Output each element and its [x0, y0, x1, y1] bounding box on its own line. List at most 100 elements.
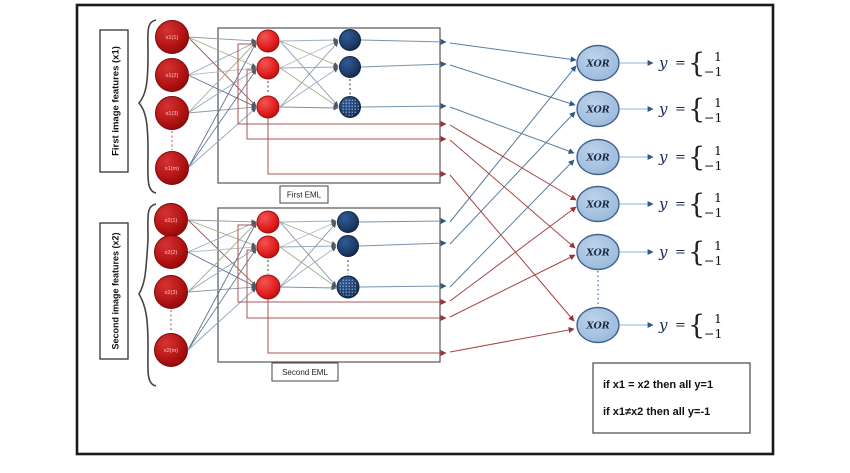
input-node-x1-1-label: x1(1) [166, 35, 179, 41]
formula-y: y [658, 54, 668, 72]
group2-label: Second image features (x2) [111, 232, 121, 349]
formula-bottom: −1 [704, 64, 722, 79]
xor-node-6: XOR [576, 306, 620, 344]
group1-label: First image features (x1) [111, 46, 122, 156]
input-node-x1-2 [155, 58, 189, 92]
eml2-output-node-2 [337, 235, 359, 257]
xor-node-5: XOR [576, 233, 620, 271]
formula-equals: = [675, 150, 686, 165]
formula-top: 1 [714, 311, 722, 326]
eml2-red-diagonals [449, 206, 577, 353]
eml2-output-node-1 [337, 211, 359, 233]
eml2-hidden-output-links [279, 218, 337, 291]
input-node-x1-1 [155, 20, 189, 54]
eml2-hidden-nodes [255, 210, 281, 300]
formula-y: y [658, 316, 668, 334]
output-formula-4: y = { 1 −1 [658, 189, 722, 220]
formula-brace: { [688, 310, 705, 341]
eml2-output-nodes [336, 211, 360, 299]
xor-node-3-label: XOR [585, 153, 609, 164]
eml1-hidden-node-3 [256, 95, 280, 119]
formula-bottom: −1 [704, 326, 722, 341]
formula-bottom: −1 [704, 158, 722, 173]
output-formula-6: y = { 1 −1 [658, 310, 722, 341]
xor-node-4: XOR [576, 185, 620, 223]
xor-node-1-label: XOR [585, 59, 609, 70]
eml1-input-links [187, 36, 257, 169]
eml2-hidden-node-3 [255, 274, 281, 300]
eml2-caption-label: Second EML [282, 368, 328, 377]
eml1-box [217, 27, 441, 184]
group2-brace [138, 203, 157, 387]
formula-brace: { [688, 142, 705, 173]
output-formula-5: y = { 1 −1 [658, 237, 722, 268]
formula-equals: = [675, 197, 686, 212]
group1-header: First image features (x1) [99, 19, 157, 194]
group2-header: Second image features (x2) [99, 203, 157, 387]
eml1-blue-diagonals [449, 42, 577, 154]
xor-node-6-label: XOR [585, 321, 609, 332]
eml1-red-buses [237, 43, 447, 177]
formula-y: y [658, 148, 668, 166]
formula-y: y [658, 195, 668, 213]
formula-top: 1 [714, 49, 722, 64]
eml2-output-node-3-texture [338, 277, 358, 297]
eml1-caption-label: First EML [287, 191, 322, 200]
formula-bottom: −1 [704, 253, 722, 268]
formula-y: y [658, 243, 668, 261]
output-formula-2: y = { 1 −1 [658, 94, 722, 125]
xor-node-5-label: XOR [585, 248, 609, 259]
formula-bottom: −1 [704, 205, 722, 220]
note-box: if x1 = x2 then all y=1 if x1≠x2 then al… [592, 362, 751, 434]
note-line-1: if x1 = x2 then all y=1 [603, 379, 713, 391]
xor-layer: XOR XOR XOR XOR XOR XOR [576, 44, 620, 344]
eml2-blue-exit-lines [358, 218, 447, 290]
group1-brace [137, 19, 157, 194]
input-node-x2-1-label: x2(1) [165, 218, 178, 224]
input-node-x2-m-label: x2(m) [164, 348, 178, 354]
output-formulas: y = { 1 −1 y = { 1 −1 y = { 1 −1 y = { 1… [658, 48, 722, 341]
input-node-x2-m [154, 333, 188, 367]
group2-label-box [99, 222, 129, 360]
eml1-hidden-node-1 [256, 29, 280, 53]
input-node-x2-2 [154, 235, 188, 269]
xor-node-2-label: XOR [585, 105, 609, 116]
xor-node-2: XOR [576, 90, 620, 128]
eml2-input-links [187, 219, 257, 351]
eml1-output-node-1 [339, 29, 361, 51]
eml1-red-diagonals [449, 124, 577, 322]
xor-node-3: XOR [576, 138, 620, 176]
eml2-hidden-node-1 [256, 210, 280, 234]
continuation-dashes [170, 79, 599, 332]
formula-brace: { [688, 237, 705, 268]
eml1-blue-exit-lines [360, 38, 447, 110]
formula-top: 1 [714, 143, 722, 158]
formula-equals: = [675, 318, 686, 333]
formula-equals: = [675, 245, 686, 260]
formula-equals: = [675, 56, 686, 71]
input-node-x2-3-label: x2(3) [165, 290, 178, 296]
eml2-red-buses [237, 224, 447, 356]
input-nodes-x1: x1(1) x1(2) x1(3) x1(m) [155, 20, 189, 185]
eml1-output-nodes [339, 29, 361, 118]
eml1-hidden-node-2 [256, 56, 280, 80]
eml2-box [217, 207, 441, 363]
input-node-x1-2-label: x1(2) [166, 73, 179, 79]
formula-equals: = [675, 102, 686, 117]
eml1-output-node-2 [339, 56, 361, 78]
formula-y: y [658, 100, 668, 118]
input-node-x1-3 [155, 96, 189, 130]
output-formula-1: y = { 1 −1 [658, 48, 722, 79]
input-node-x1-m-label: x1(m) [165, 166, 179, 172]
xor-node-1: XOR [576, 44, 620, 82]
eml2-blue-diagonals [449, 65, 577, 288]
formula-bottom: −1 [704, 110, 722, 125]
formula-top: 1 [714, 238, 722, 253]
formula-brace: { [688, 48, 705, 79]
eml2-hidden-node-2 [256, 235, 280, 259]
input-node-x1-3-label: x1(3) [166, 111, 179, 117]
xor-output-arrows [620, 60, 654, 328]
eml1-caption: First EML [279, 185, 329, 204]
formula-top: 1 [714, 190, 722, 205]
